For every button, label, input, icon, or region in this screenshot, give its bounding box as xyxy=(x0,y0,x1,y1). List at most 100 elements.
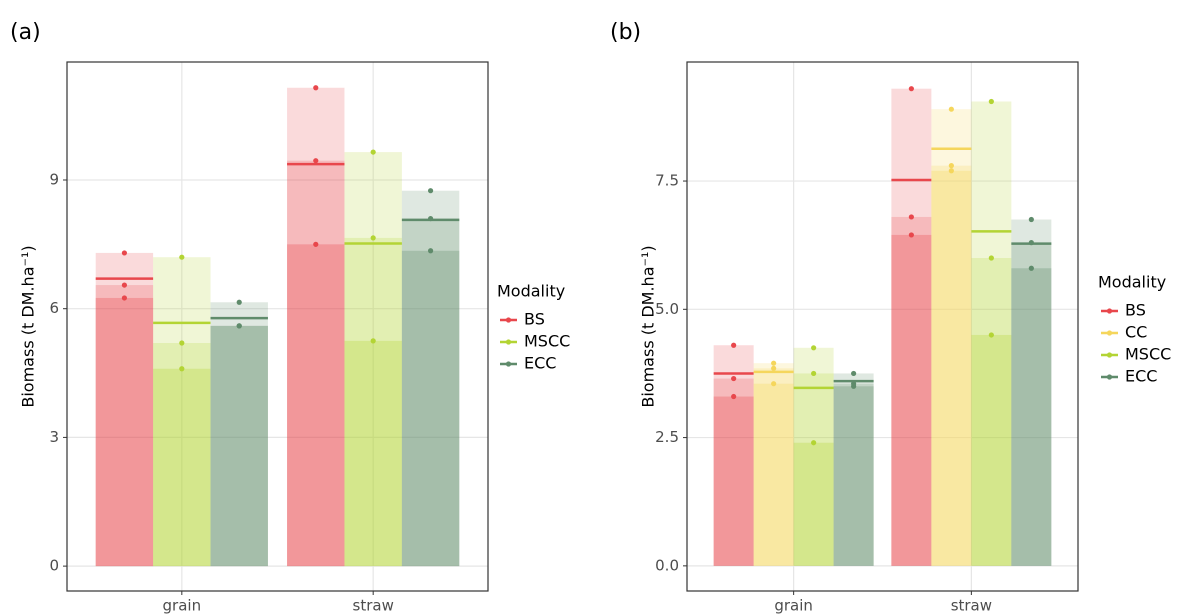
y-tick-label: 0.0 xyxy=(655,556,679,574)
bar-max xyxy=(713,345,754,566)
legend-title: Modality xyxy=(1098,273,1166,292)
point xyxy=(236,323,242,329)
point xyxy=(313,158,319,164)
bar-min xyxy=(931,170,972,566)
point xyxy=(236,299,242,305)
bar-min xyxy=(713,396,754,566)
bar-median xyxy=(95,285,154,567)
legend-label: BS xyxy=(1125,301,1146,320)
bar-median xyxy=(833,383,874,566)
y-axis-label: Biomass (t DM.ha⁻¹) xyxy=(19,245,38,407)
bar-max xyxy=(210,302,268,567)
point xyxy=(1028,216,1034,223)
point xyxy=(988,332,994,338)
bar-max xyxy=(95,252,154,567)
y-tick-label: 2.5 xyxy=(655,428,679,446)
point xyxy=(811,370,817,377)
bar-median xyxy=(931,165,972,566)
legend-label: BS xyxy=(524,310,545,329)
y-axis-label: Biomass (t DM.ha⁻¹) xyxy=(639,245,658,407)
bar-max xyxy=(891,88,932,566)
bar-median xyxy=(793,373,834,566)
point xyxy=(948,106,954,112)
legend-key-point xyxy=(1106,374,1113,380)
point xyxy=(771,365,777,371)
bar-median xyxy=(891,216,932,566)
point xyxy=(771,381,777,387)
bar-min xyxy=(210,325,268,567)
panel-label: (b) xyxy=(610,20,641,45)
point xyxy=(427,188,434,194)
legend-key-point xyxy=(1106,330,1113,336)
x-tick-label: straw xyxy=(951,597,992,615)
bar-min xyxy=(153,368,211,567)
point xyxy=(731,342,737,348)
x-tick-label: straw xyxy=(353,597,394,615)
bar-max xyxy=(287,87,345,567)
y-tick-label: 5.0 xyxy=(655,300,679,318)
y-tick-label: 3 xyxy=(49,428,59,446)
bar-median xyxy=(713,378,754,566)
point xyxy=(908,86,914,92)
bar-min xyxy=(833,386,874,566)
bar-median xyxy=(153,343,211,567)
legend-label: MSCC xyxy=(524,332,570,351)
bar-max xyxy=(931,109,972,566)
legend-label: MSCC xyxy=(1125,345,1171,364)
plot-border xyxy=(66,61,489,592)
y-tick-label: 7.5 xyxy=(655,172,679,190)
point xyxy=(121,250,128,256)
point xyxy=(811,345,817,351)
y-tick-label: 9 xyxy=(49,170,59,188)
point xyxy=(851,370,857,377)
point xyxy=(988,98,994,105)
point xyxy=(370,149,376,155)
point xyxy=(731,393,737,400)
legend-title: Modality xyxy=(497,282,565,301)
bar-max xyxy=(833,373,874,566)
point xyxy=(811,440,817,446)
bar-max xyxy=(344,152,402,567)
point xyxy=(121,282,128,288)
point xyxy=(313,241,319,247)
point xyxy=(121,295,128,301)
bar-max xyxy=(753,363,794,566)
point xyxy=(731,375,737,382)
bar-min xyxy=(971,334,1012,566)
legend-label: ECC xyxy=(1125,367,1157,386)
point xyxy=(948,168,954,174)
legend-key-point xyxy=(505,339,512,345)
bar-median xyxy=(344,237,402,567)
bar-min xyxy=(793,442,834,566)
point xyxy=(1028,240,1034,246)
point xyxy=(851,383,857,389)
y-tick-label: 0 xyxy=(49,557,59,575)
legend-key-point xyxy=(505,317,512,323)
bar-median xyxy=(971,258,1012,566)
legend-key-point xyxy=(1106,352,1113,358)
legend-key-point xyxy=(1106,308,1113,314)
bar-median xyxy=(287,160,345,567)
point xyxy=(313,85,319,91)
bar-min xyxy=(95,297,154,567)
bar-min xyxy=(891,234,932,566)
legend-label: ECC xyxy=(524,354,556,373)
point xyxy=(370,338,376,344)
y-tick-label: 6 xyxy=(49,299,59,317)
point xyxy=(179,254,185,260)
bar-median xyxy=(1011,242,1052,566)
legend-key-point xyxy=(505,361,512,367)
bar-median xyxy=(210,325,268,567)
point xyxy=(179,366,185,372)
bar-min xyxy=(287,244,345,567)
bar-min xyxy=(1011,268,1052,566)
bar-max xyxy=(1011,219,1052,566)
point xyxy=(948,163,954,169)
x-tick-label: grain xyxy=(163,597,202,615)
point xyxy=(370,235,376,241)
bar-max xyxy=(793,347,834,566)
plot-border xyxy=(686,61,1079,592)
point xyxy=(771,360,777,366)
